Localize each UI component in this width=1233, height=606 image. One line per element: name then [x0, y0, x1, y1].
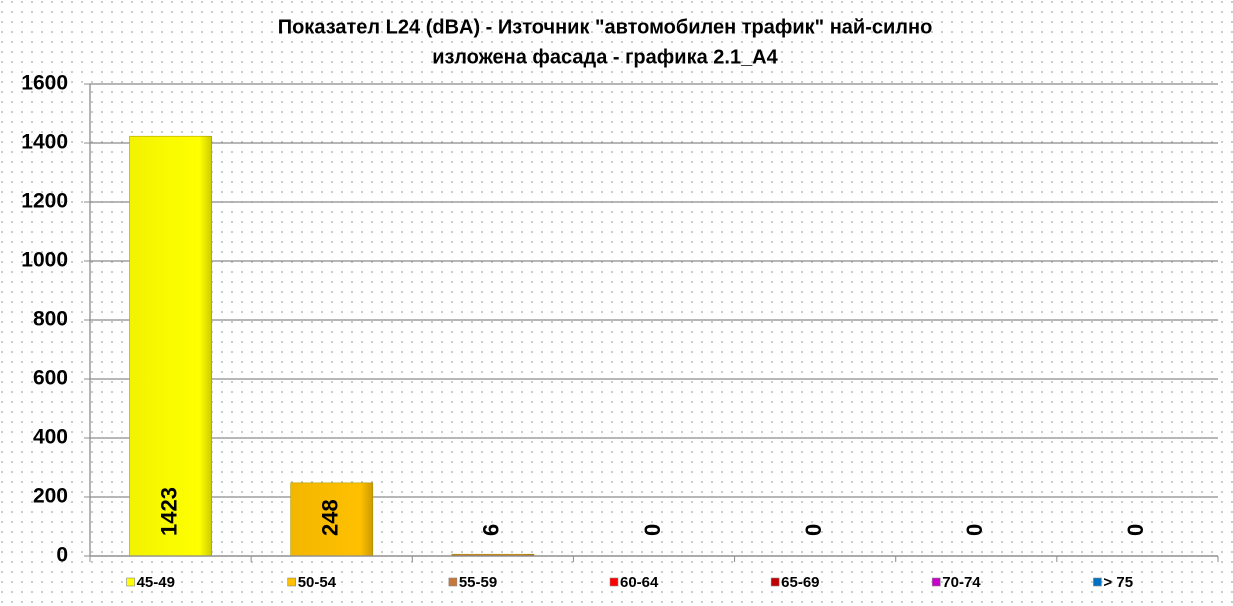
- legend-swatch: [126, 577, 135, 587]
- legend-swatch: [931, 577, 941, 587]
- legend-swatch: [1093, 577, 1102, 587]
- x-tick-label: > 75: [1103, 574, 1133, 591]
- x-tick-label: 55-59: [459, 574, 497, 591]
- y-tick-label: 400: [33, 426, 68, 449]
- chart-title: Показател L24 (dBA) - Източник "автомоби…: [278, 16, 933, 38]
- legend-swatch: [609, 577, 619, 587]
- y-tick-label: 600: [33, 367, 68, 390]
- legend-swatch: [448, 577, 458, 587]
- x-tick-label: 70-74: [942, 574, 981, 591]
- y-tick-label: 1000: [21, 249, 68, 272]
- data-label: 0: [1123, 524, 1148, 536]
- data-label: 1423: [156, 487, 181, 536]
- x-tick-label: 50-54: [298, 574, 337, 591]
- y-tick-label: 800: [33, 308, 68, 331]
- y-tick-label: 1200: [21, 190, 68, 213]
- bar-shade: [451, 554, 534, 556]
- data-label: 6: [479, 524, 504, 536]
- x-tick-label: 65-69: [781, 574, 819, 591]
- x-tick-label: 45-49: [137, 574, 175, 591]
- y-tick-label: 0: [56, 544, 68, 567]
- data-label: 0: [640, 524, 665, 536]
- legend-swatch: [287, 577, 297, 587]
- x-tick-label: 60-64: [620, 574, 659, 591]
- bar-shade: [129, 136, 212, 556]
- y-tick-label: 1400: [21, 131, 68, 154]
- y-tick-label: 200: [33, 485, 68, 508]
- y-tick-label: 1600: [21, 72, 68, 95]
- data-label: 248: [318, 499, 343, 536]
- data-label: 0: [962, 524, 987, 536]
- data-label: 0: [801, 524, 826, 536]
- legend-swatch: [770, 577, 780, 587]
- bar-shade: [290, 482, 373, 556]
- chart-title: изложена фасада - графика 2.1_А4: [432, 46, 778, 68]
